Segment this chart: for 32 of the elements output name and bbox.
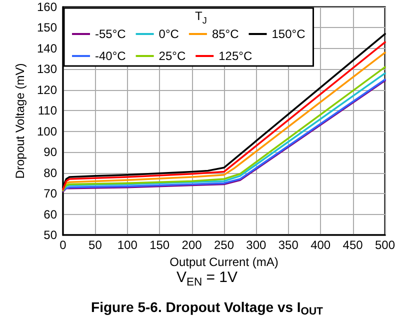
x-tick-label: 0 [60, 238, 67, 252]
x-tick-label: 200 [182, 238, 202, 252]
y-tick-label: 140 [36, 41, 58, 56]
legend-label: -55°C [95, 27, 126, 41]
x-tick-label: 50 [88, 238, 102, 252]
y-tick-label: 110 [38, 104, 58, 118]
y-tick-label: 50 [44, 228, 58, 242]
y-tick-label: 120 [36, 82, 58, 97]
legend-label: 85°C [212, 27, 240, 41]
legend-label: 125°C [218, 49, 252, 63]
y-tick-label: 70 [44, 186, 58, 201]
legend-label: -40°C [95, 49, 126, 63]
x-tick-label: 400 [310, 238, 331, 252]
y-axis-title: Dropout Voltage (mV) [13, 63, 28, 179]
x-tick-label: 150 [150, 238, 170, 252]
y-tick-label: 100 [36, 124, 58, 138]
y-tick-label: 160 [36, 0, 58, 14]
x-tick-label: 300 [246, 238, 267, 252]
x-tick-label: 500 [374, 238, 396, 252]
y-tick-label: 130 [36, 62, 58, 76]
y-tick-label: 80 [44, 166, 58, 180]
legend-label: 150°C [272, 27, 306, 41]
x-axis-title: Output Current (mA) [170, 254, 278, 269]
y-tick-label: 150 [36, 20, 58, 35]
x-tick-label: 350 [278, 238, 299, 252]
x-tick-label: 450 [342, 238, 364, 252]
y-tick-label: 60 [44, 207, 58, 222]
legend-label: 0°C [158, 27, 180, 41]
x-tick-label: 250 [214, 238, 234, 252]
x-tick-label: 100 [117, 238, 138, 252]
y-tick-label: 90 [44, 145, 58, 160]
legend-label: 25°C [158, 49, 186, 63]
